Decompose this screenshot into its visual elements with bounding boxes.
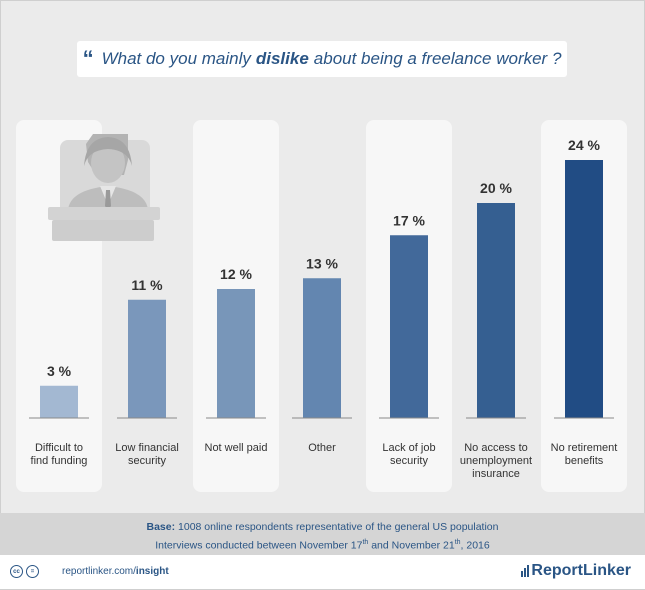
base-line2-c: , 2016 [460,539,490,552]
bar [303,278,341,418]
brand-logo: ReportLinker [521,562,631,580]
base-note: Base: 1008 online respondents representa… [0,513,645,555]
bar [477,203,515,418]
bar [390,235,428,418]
value-label: 24 % [568,137,600,153]
title-emphasis: dislike [255,49,309,68]
footer: cc = reportlinker.com/insight ReportLink… [0,555,645,589]
category-label: No retirement benefits [551,442,618,467]
brand-name: ReportLinker [531,562,631,579]
cc-icon: cc [10,565,23,578]
freelancer-illustration [48,134,160,241]
bar [40,385,78,418]
base-sup1: th [362,539,369,546]
category-label: Not well paid [205,442,268,454]
logo-bars-icon [521,565,530,577]
base-line1: 1008 online respondents representative o… [178,521,499,533]
value-label: 11 % [131,277,163,293]
category-label: Difficult to find funding [31,442,88,467]
base-line2-b: and November 21 [371,539,455,552]
bar [217,289,255,418]
title-part1: What do you mainly [101,49,251,68]
base-line2-a: Interviews conducted between November 17 [155,539,363,552]
quote-icon: “ [82,46,94,71]
category-label: Other [308,442,336,454]
title-part3: about being a freelance worker ? [313,49,562,68]
footer-url-bold: insight [135,566,169,577]
category-label: Low financial security [115,442,179,467]
value-label: 20 % [480,180,512,196]
value-label: 13 % [306,255,338,271]
equals-icon: = [26,565,39,578]
category-label: No access to unemployment insurance [460,442,532,480]
bar [565,160,603,418]
license-icons: cc = [10,565,39,578]
value-label: 3 % [47,363,72,379]
value-label: 17 % [393,212,425,228]
chart-title: “ What do you mainly dislike about being… [77,41,567,77]
bar [128,299,166,418]
bar-chart: 3 % Difficult to find funding 11 % Low finan… [16,120,627,492]
footer-link[interactable]: reportlinker.com/insight [62,566,169,577]
value-label: 12 % [220,266,252,282]
category-label: Lack of job security [382,442,435,467]
base-sup2: th [454,539,461,546]
base-label: Base: [146,521,176,533]
footer-url-plain: reportlinker.com/ [62,566,136,577]
